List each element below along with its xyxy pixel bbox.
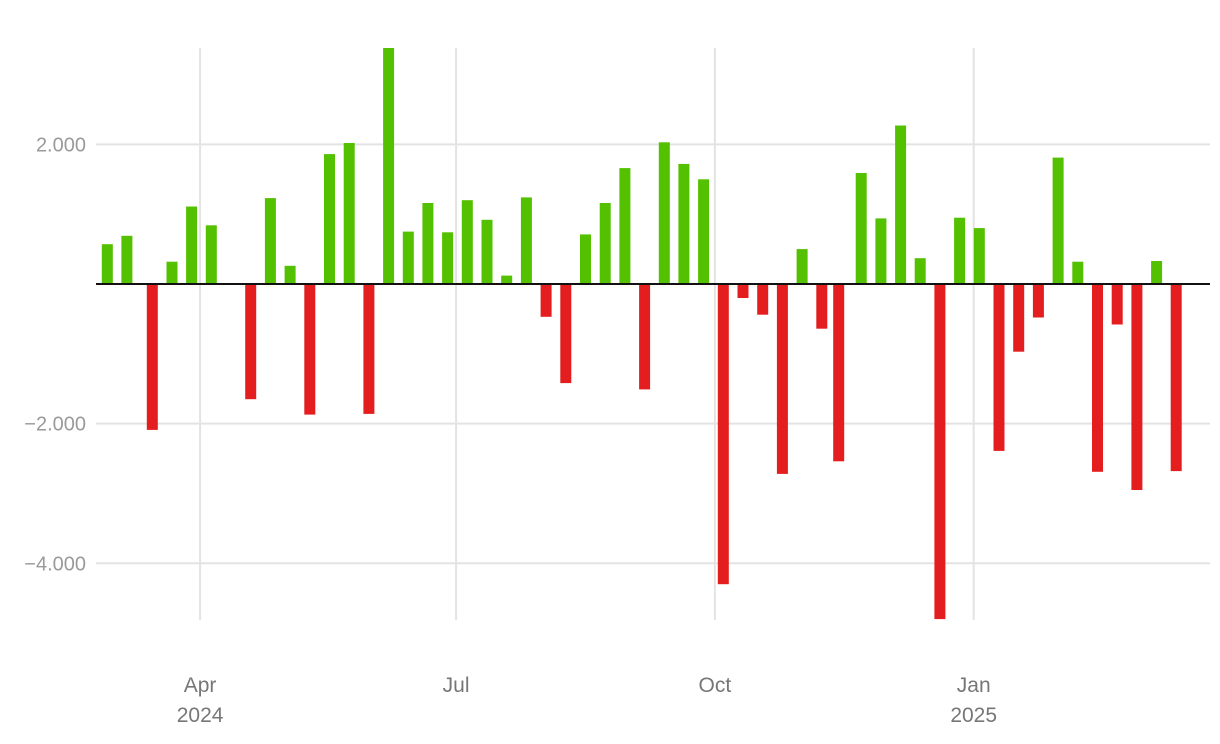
bar-positive [619,168,631,284]
bar-negative [245,284,257,400]
bar-negative [717,284,729,585]
bar-positive [914,258,926,284]
bar-positive [121,235,133,284]
x-tick-year-label: 2025 [950,704,997,727]
bar-positive [324,154,335,284]
bar-negative [1131,284,1143,490]
bar-positive [855,173,867,284]
y-tick-label: −4.000 [24,553,86,575]
bar-negative [993,284,1005,451]
bar-positive [501,275,513,284]
bar-positive [678,163,690,284]
bar-negative [737,284,749,298]
x-tick-label: Jan [957,674,991,697]
bar-positive [481,219,493,284]
y-tick-label: 2.000 [36,134,86,156]
bar-positive [520,197,532,284]
x-tick-year-label: 2024 [177,704,224,727]
bar-positive [284,265,296,284]
bar-positive [166,261,178,284]
bar-negative [639,284,651,390]
bar-positive [264,198,276,284]
bar-positive [796,249,808,284]
x-tick-label: Apr [184,674,217,697]
bar-positive [698,179,710,284]
bar-positive [343,143,355,284]
bar-positive [1072,261,1084,284]
bar-positive [954,217,966,284]
bar-negative [833,284,845,462]
bar-negative [1111,284,1123,325]
bar-positive [186,206,198,284]
bar-positive [402,231,414,284]
bar-positive [599,203,611,284]
bar-positive [580,234,591,284]
bar-positive [895,125,907,284]
bar-positive [1052,157,1064,284]
bar-positive [383,48,395,284]
bar-positive [461,200,473,284]
bar-positive [101,244,113,284]
y-tick-label: −2.000 [24,414,86,436]
x-tick-label: Oct [699,674,732,697]
bar-negative [560,284,572,384]
bar-negative [1092,284,1103,472]
bar-negative [1013,284,1025,352]
bar-negative [757,284,769,315]
bar-negative [776,284,788,474]
grid-layer [96,48,1210,620]
bar-positive [658,142,670,284]
bar-negative [146,284,158,430]
axis-layer: Apr 2024 Jul Oct Jan 2025 2.000 −2.000 −4.000 [24,134,1210,727]
bar-negative [363,284,375,414]
bar-negative [304,284,316,415]
bar-positive [442,232,454,284]
bar-positive [205,225,217,284]
bar-positive [422,203,434,284]
bar-positive [973,228,985,284]
x-tick-label: Jul [443,674,470,697]
bar-negative [816,284,828,329]
bar-layer [101,48,1182,620]
bar-positive [1151,261,1163,284]
bar-positive [875,218,887,284]
bar-negative [934,284,946,620]
bar-negative [1032,284,1044,318]
bar-negative [1170,284,1182,472]
bar-negative [540,284,552,317]
